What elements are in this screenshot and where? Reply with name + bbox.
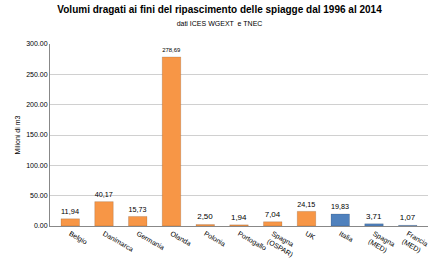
svg-text:Danimarca: Danimarca <box>102 230 135 253</box>
svg-text:19,83: 19,83 <box>331 202 349 211</box>
svg-text:0.00: 0.00 <box>34 222 48 229</box>
svg-text:278,69: 278,69 <box>162 47 181 53</box>
svg-text:Spagna(MED): Spagna(MED) <box>367 230 397 257</box>
svg-text:7,04: 7,04 <box>265 210 281 219</box>
svg-text:3,71: 3,71 <box>366 212 382 221</box>
svg-text:150.00: 150.00 <box>26 131 48 138</box>
svg-text:Italia: Italia <box>338 230 354 244</box>
svg-text:UK: UK <box>304 230 316 241</box>
svg-text:1,07: 1,07 <box>400 213 416 222</box>
svg-text:Volumi dragati ai fini del rip: Volumi dragati ai fini del ripascimento … <box>57 4 382 27</box>
svg-text:24,15: 24,15 <box>297 200 315 209</box>
svg-text:Olanda: Olanda <box>169 230 192 247</box>
svg-text:1,94: 1,94 <box>231 213 247 222</box>
svg-text:200.00: 200.00 <box>26 101 48 108</box>
svg-text:Spagna(OSPAR): Spagna(OSPAR) <box>265 230 298 259</box>
svg-text:11,94: 11,94 <box>61 207 79 216</box>
svg-text:Polonia: Polonia <box>203 230 227 248</box>
svg-text:40,17: 40,17 <box>95 190 113 199</box>
svg-text:Francia(MED): Francia(MED) <box>400 230 429 257</box>
svg-text:100.00: 100.00 <box>26 162 48 169</box>
svg-text:15,73: 15,73 <box>128 205 146 214</box>
svg-text:Germania: Germania <box>136 230 166 251</box>
svg-text:Milioni di m3: Milioni di m3 <box>14 115 21 154</box>
svg-text:Portogallo: Portogallo <box>236 230 267 253</box>
svg-text:300.00: 300.00 <box>26 40 48 47</box>
svg-text:250.00: 250.00 <box>26 71 48 78</box>
svg-text:50.00: 50.00 <box>30 192 48 199</box>
svg-text:Belgio: Belgio <box>68 230 89 247</box>
svg-text:2,50: 2,50 <box>197 212 213 221</box>
